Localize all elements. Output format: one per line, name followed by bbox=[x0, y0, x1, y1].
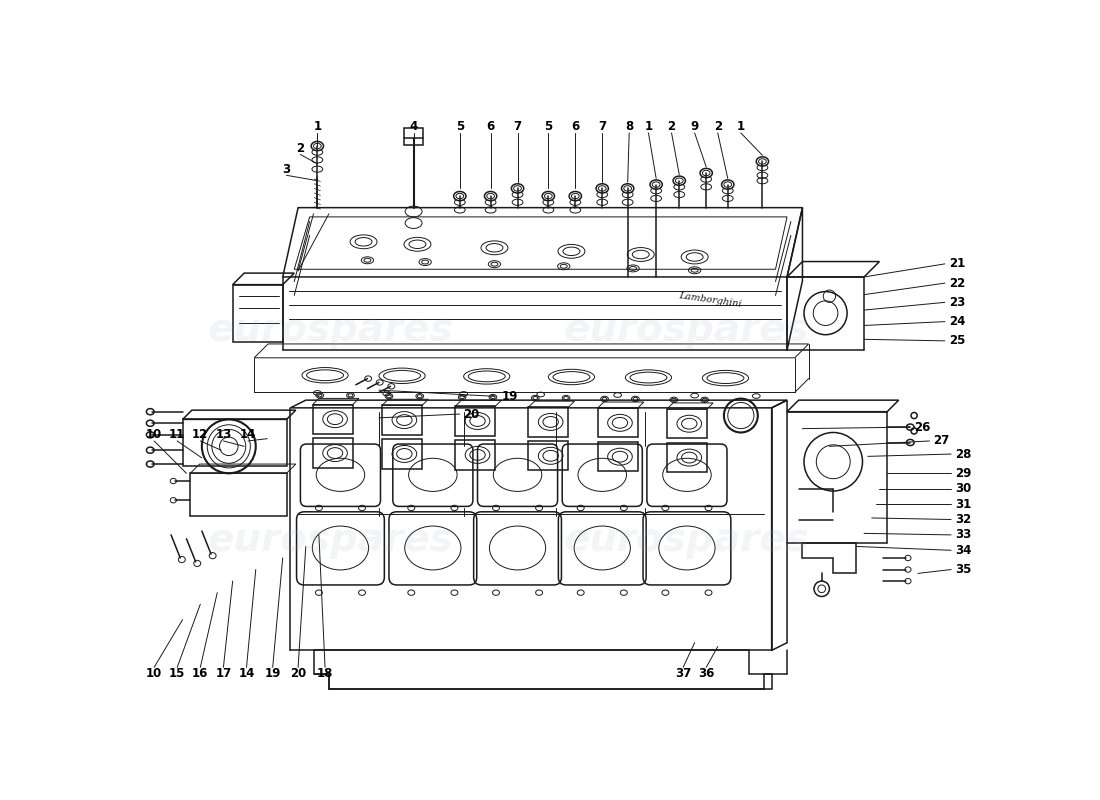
Text: 17: 17 bbox=[216, 667, 231, 680]
Ellipse shape bbox=[650, 180, 662, 189]
Ellipse shape bbox=[311, 142, 323, 150]
Text: 32: 32 bbox=[955, 513, 971, 526]
Text: 11: 11 bbox=[169, 428, 185, 442]
Text: 5: 5 bbox=[544, 120, 552, 134]
Text: 26: 26 bbox=[914, 421, 931, 434]
Text: 4: 4 bbox=[409, 120, 418, 134]
Text: 27: 27 bbox=[933, 434, 949, 447]
Bar bbox=[667, 443, 707, 472]
Text: 7: 7 bbox=[514, 120, 521, 134]
Text: eurospares: eurospares bbox=[563, 311, 810, 349]
Ellipse shape bbox=[569, 191, 582, 201]
Text: 2: 2 bbox=[668, 120, 675, 134]
Text: 22: 22 bbox=[948, 277, 965, 290]
Bar bbox=[405, 128, 422, 146]
Ellipse shape bbox=[484, 191, 497, 201]
Text: 2: 2 bbox=[714, 120, 722, 134]
Ellipse shape bbox=[722, 180, 734, 189]
Text: 1: 1 bbox=[645, 120, 652, 134]
Bar bbox=[382, 439, 422, 469]
Text: 35: 35 bbox=[955, 563, 971, 576]
Text: 15: 15 bbox=[169, 667, 186, 680]
Bar bbox=[597, 408, 638, 438]
Text: 14: 14 bbox=[240, 428, 256, 442]
Text: 16: 16 bbox=[192, 667, 209, 680]
Text: 25: 25 bbox=[948, 334, 965, 347]
Ellipse shape bbox=[542, 191, 554, 201]
Ellipse shape bbox=[673, 176, 685, 186]
Bar bbox=[455, 406, 495, 436]
Text: 36: 36 bbox=[698, 667, 714, 680]
Bar bbox=[312, 405, 353, 434]
Text: 3: 3 bbox=[283, 162, 290, 176]
Text: 19: 19 bbox=[502, 390, 518, 403]
Text: 9: 9 bbox=[691, 120, 698, 134]
Text: eurospares: eurospares bbox=[563, 521, 810, 558]
Ellipse shape bbox=[596, 184, 608, 193]
Text: eurospares: eurospares bbox=[208, 311, 454, 349]
Text: 7: 7 bbox=[598, 120, 606, 134]
Text: 28: 28 bbox=[955, 447, 971, 461]
Text: 10: 10 bbox=[146, 428, 162, 442]
Text: 29: 29 bbox=[955, 467, 971, 480]
Text: eurospares: eurospares bbox=[208, 521, 454, 558]
Text: 20: 20 bbox=[463, 407, 480, 421]
Bar bbox=[597, 442, 638, 471]
Bar bbox=[233, 285, 283, 342]
Text: 14: 14 bbox=[239, 667, 255, 680]
Text: 23: 23 bbox=[948, 296, 965, 309]
Text: 6: 6 bbox=[571, 120, 580, 134]
Ellipse shape bbox=[512, 184, 524, 193]
Text: 1: 1 bbox=[737, 120, 745, 134]
Text: Lamborghini: Lamborghini bbox=[678, 291, 743, 309]
Bar bbox=[455, 440, 495, 470]
Text: 31: 31 bbox=[955, 498, 971, 510]
Text: 33: 33 bbox=[955, 529, 971, 542]
Bar bbox=[528, 407, 569, 437]
Bar bbox=[528, 441, 569, 470]
Text: 10: 10 bbox=[146, 667, 162, 680]
Text: 19: 19 bbox=[264, 667, 280, 680]
Text: 21: 21 bbox=[948, 258, 965, 270]
Bar bbox=[382, 406, 422, 434]
Text: 13: 13 bbox=[216, 428, 231, 442]
Text: 34: 34 bbox=[955, 544, 971, 557]
Ellipse shape bbox=[700, 168, 713, 178]
Bar bbox=[667, 409, 707, 438]
Text: 8: 8 bbox=[625, 120, 634, 134]
Ellipse shape bbox=[757, 157, 769, 166]
Text: 6: 6 bbox=[486, 120, 495, 134]
Ellipse shape bbox=[621, 184, 634, 193]
Text: 12: 12 bbox=[192, 428, 208, 442]
Text: 20: 20 bbox=[290, 667, 306, 680]
Bar bbox=[312, 438, 353, 468]
Text: 2: 2 bbox=[296, 142, 305, 155]
Text: 24: 24 bbox=[948, 315, 965, 328]
Text: 5: 5 bbox=[455, 120, 464, 134]
Text: 37: 37 bbox=[675, 667, 691, 680]
Ellipse shape bbox=[453, 191, 466, 201]
Text: 18: 18 bbox=[317, 667, 333, 680]
Text: 1: 1 bbox=[314, 120, 321, 134]
Text: 30: 30 bbox=[955, 482, 971, 495]
